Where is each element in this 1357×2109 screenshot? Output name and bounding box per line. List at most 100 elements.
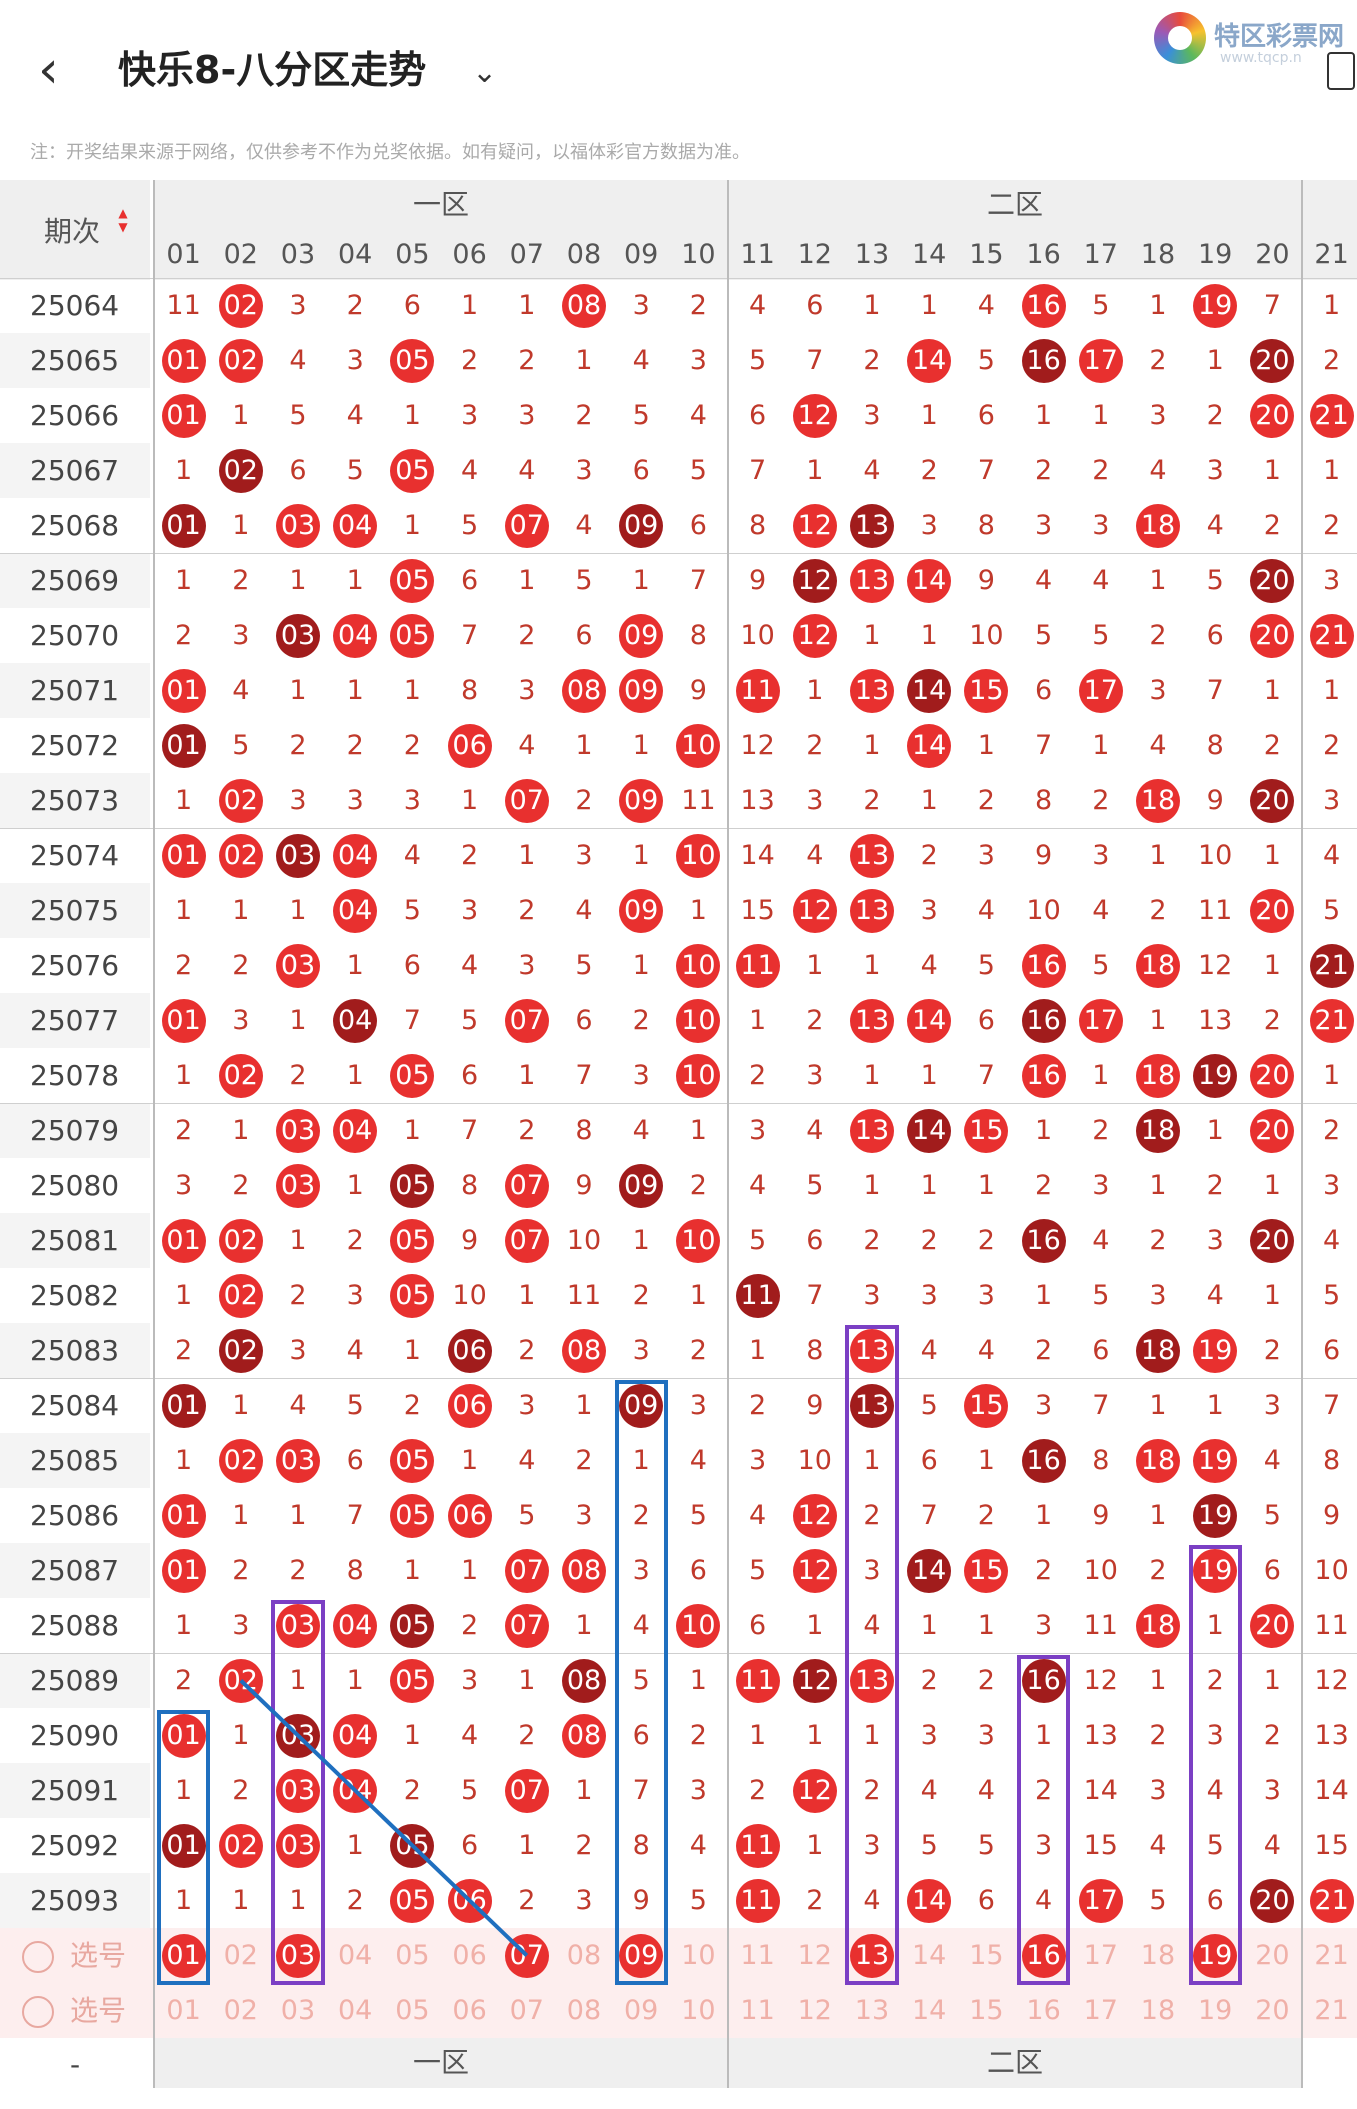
select-number[interactable]: 16 [1026, 1995, 1061, 2026]
column-header: 09 [612, 230, 670, 280]
draw-ball: 13 [850, 503, 894, 548]
miss-count: 4 [749, 290, 767, 321]
select-number[interactable]: 07 [509, 1995, 544, 2026]
select-number[interactable]: 14 [912, 1940, 947, 1971]
miss-count: 2 [1263, 1335, 1281, 1366]
select-number[interactable]: 21 [1314, 1940, 1349, 1971]
miss-count: 2 [289, 730, 307, 761]
miss-count: 1 [346, 1830, 364, 1861]
select-number[interactable]: 04 [338, 1995, 373, 2026]
miss-count: 1 [1206, 345, 1224, 376]
select-number[interactable]: 06 [452, 1995, 487, 2026]
select-number[interactable]: 13 [854, 1995, 890, 2026]
miss-count: 1 [403, 1555, 421, 1586]
miss-count: 3 [403, 785, 421, 816]
select-number[interactable]: 18 [1140, 1995, 1176, 2026]
selected-ball[interactable]: 13 [850, 1933, 894, 1978]
select-number[interactable]: 20 [1255, 1995, 1290, 2026]
miss-count: 1 [403, 1335, 421, 1366]
selected-ball[interactable]: 19 [1193, 1933, 1238, 1978]
draw-ball: 11 [735, 1658, 780, 1703]
draw-ball: 09 [619, 1383, 664, 1428]
selected-ball[interactable]: 07 [504, 1933, 549, 1978]
app-header: ‹ 快乐8-八分区走势 ⌄ 特区彩票网 www.tqcp.n 注：开奖结果来源于… [0, 0, 1357, 163]
sort-icon[interactable]: ▲▼ [116, 206, 130, 234]
miss-count: 13 [740, 785, 775, 816]
select-number[interactable]: 03 [280, 1995, 316, 2026]
miss-count: 1 [749, 1335, 767, 1366]
back-icon[interactable]: ‹ [38, 40, 59, 100]
miss-count: 1 [1092, 400, 1110, 431]
select-number[interactable]: 18 [1140, 1940, 1176, 1971]
select-number[interactable]: 10 [681, 1995, 716, 2026]
miss-count: 1 [403, 1720, 421, 1751]
miss-count: 6 [977, 1885, 995, 1916]
select-number[interactable]: 15 [969, 1995, 1004, 2026]
miss-count: 4 [632, 345, 650, 376]
miss-count: 3 [1035, 1830, 1053, 1861]
select-number[interactable]: 12 [797, 1940, 832, 1971]
draw-ball: 10 [676, 723, 721, 768]
miss-count: 6 [1035, 675, 1053, 706]
select-number[interactable]: 12 [797, 1995, 832, 2026]
miss-count: 4 [1323, 1225, 1341, 1256]
select-number[interactable]: 02 [223, 1995, 258, 2026]
select-number[interactable]: 11 [740, 1940, 775, 1971]
miss-count: 3 [1149, 1775, 1167, 1806]
radio-icon[interactable] [22, 1941, 54, 1973]
select-number[interactable]: 09 [624, 1995, 659, 2026]
period-header[interactable]: 期次 [44, 215, 101, 248]
period-header-bg [0, 180, 150, 280]
select-number[interactable]: 15 [969, 1940, 1004, 1971]
miss-count: 3 [689, 1390, 707, 1421]
select-number[interactable]: 08 [566, 1995, 602, 2026]
select-number[interactable]: 04 [338, 1940, 373, 1971]
miss-count: 4 [1206, 1280, 1224, 1311]
selected-ball[interactable]: 16 [1021, 1933, 1066, 1978]
phone-icon[interactable] [1327, 52, 1355, 90]
miss-count: 8 [346, 1555, 364, 1586]
select-number[interactable]: 01 [166, 1995, 201, 2026]
miss-count: 4 [632, 1115, 650, 1146]
select-number[interactable]: 19 [1198, 1995, 1233, 2026]
select-number[interactable]: 14 [912, 1995, 947, 2026]
miss-count: 1 [806, 1720, 824, 1751]
miss-count: 2 [346, 290, 364, 321]
select-number[interactable]: 02 [223, 1940, 258, 1971]
miss-count: 3 [632, 1060, 650, 1091]
select-number[interactable]: 05 [395, 1995, 430, 2026]
select-number[interactable]: 08 [566, 1940, 602, 1971]
miss-count: 1 [632, 730, 650, 761]
draw-ball: 05 [390, 1493, 435, 1538]
miss-count: 5 [977, 1830, 995, 1861]
select-number[interactable]: 10 [681, 1940, 716, 1971]
highlight-box [271, 1600, 325, 1985]
miss-count: 6 [1092, 1335, 1110, 1366]
select-number[interactable]: 11 [740, 1995, 775, 2026]
miss-count: 4 [1206, 510, 1224, 541]
period-cell: 25074 [30, 839, 120, 872]
miss-count: 3 [1092, 1170, 1110, 1201]
miss-count: 7 [806, 345, 824, 376]
select-number[interactable]: 17 [1083, 1995, 1118, 2026]
miss-count: 1 [175, 1775, 193, 1806]
miss-count: 3 [863, 1830, 881, 1861]
draw-ball: 06 [447, 1383, 492, 1428]
column-header: 13 [843, 230, 901, 280]
select-number[interactable]: 21 [1314, 1995, 1349, 2026]
draw-ball: 16 [1021, 1658, 1066, 1703]
period-cell: 25068 [30, 509, 120, 542]
radio-icon[interactable] [22, 1996, 54, 2028]
select-number[interactable]: 06 [452, 1940, 487, 1971]
miss-count: 4 [461, 950, 479, 981]
select-number[interactable]: 05 [395, 1940, 430, 1971]
miss-count: 6 [403, 290, 421, 321]
miss-count: 4 [232, 675, 250, 706]
selected-ball[interactable]: 01 [161, 1933, 206, 1978]
select-number[interactable]: 17 [1083, 1940, 1118, 1971]
select-number[interactable]: 20 [1255, 1940, 1290, 1971]
column-header: 15 [957, 230, 1015, 280]
miss-count: 2 [749, 1060, 767, 1091]
selected-ball[interactable]: 09 [619, 1933, 664, 1978]
chevron-down-icon[interactable]: ⌄ [472, 55, 498, 90]
